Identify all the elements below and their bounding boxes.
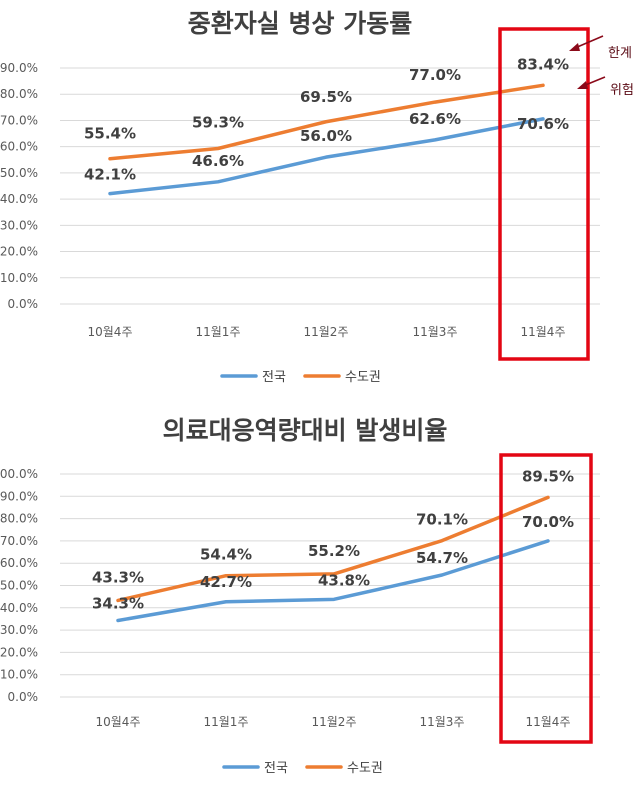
x-tick-label: 11월3주 [413, 325, 458, 339]
data-label: 43.3% [92, 568, 144, 586]
data-label: 43.8% [318, 571, 370, 589]
highlight-box [499, 453, 593, 744]
chart-incidence-ratio: 의료대응역량대비 발생비율 0.0% 10.0% 20.0% 30.0% 40.0% 50… [0, 416, 600, 776]
y-tick-label: 40.0% [0, 192, 38, 206]
data-label: 56.0% [300, 127, 352, 145]
data-label: 34.3% [92, 595, 144, 613]
gridlines [60, 67, 600, 305]
y-tick-label: 30.0% [0, 623, 38, 637]
y-axis-ticks: 0.0% 10.0% 20.0% 30.0% 40.0% 50.0% 60.0% 70.0% 8… [0, 467, 38, 704]
y-tick-label: 50.0% [0, 579, 38, 593]
x-axis-ticks: 10월4주 11월1주 11월2주 11월3주 11월4주 [88, 325, 566, 339]
y-tick-label: 0.0% [8, 690, 39, 704]
data-label: 89.5% [522, 467, 574, 485]
annotation-risk: 위험 [577, 76, 634, 98]
legend-label: 수도권 [347, 761, 383, 776]
arrow-limit [574, 35, 604, 49]
annotation-risk-text: 위험 [610, 83, 634, 98]
data-label: 70.1% [416, 511, 468, 529]
legend: 전국 수도권 [220, 370, 381, 385]
gridlines [60, 473, 600, 698]
data-label: 62.6% [409, 110, 461, 128]
legend-label: 수도권 [345, 370, 381, 385]
chart-title: 의료대응역량대비 발생비율 [163, 416, 448, 445]
y-tick-label: 30.0% [0, 218, 38, 232]
legend: 전국 수도권 [222, 761, 383, 776]
data-label: 55.4% [84, 125, 136, 143]
data-labels: 42.1% 46.6% 56.0% 62.6% 70.6% 55.4% 59.3% 69.5%… [84, 55, 569, 183]
highlight-box [498, 27, 590, 361]
y-tick-label: 90.0% [0, 489, 38, 503]
x-tick-label: 11월2주 [312, 715, 357, 729]
data-label: 70.0% [522, 513, 574, 531]
data-label: 54.4% [200, 546, 252, 564]
x-tick-label: 11월1주 [196, 325, 241, 339]
y-tick-label: 20.0% [0, 245, 38, 259]
data-label: 54.7% [416, 549, 468, 567]
data-label: 77.0% [409, 66, 461, 84]
y-tick-label: 100.0% [0, 467, 38, 481]
series-line-capital [108, 83, 545, 161]
data-label: 69.5% [300, 88, 352, 106]
x-tick-label: 11월1주 [204, 715, 249, 729]
series-line-nationwide [116, 539, 550, 623]
data-label: 42.1% [84, 166, 136, 184]
x-tick-label: 11월4주 [526, 715, 571, 729]
y-tick-label: 70.0% [0, 534, 38, 548]
data-label: 55.2% [308, 542, 360, 560]
x-axis-ticks: 10월4주 11월1주 11월2주 11월3주 11월4주 [96, 715, 571, 729]
arrowhead-limit [569, 43, 580, 51]
data-label: 70.6% [517, 115, 569, 133]
x-tick-label: 11월3주 [420, 715, 465, 729]
data-label: 46.6% [192, 152, 244, 170]
y-tick-label: 20.0% [0, 645, 38, 659]
data-labels: 34.3% 42.7% 43.8% 54.7% 70.0% 43.3% 54.4% 55.2%… [92, 467, 574, 612]
legend-label: 전국 [262, 370, 286, 385]
y-tick-label: 10.0% [0, 271, 38, 285]
data-label: 59.3% [192, 114, 244, 132]
arrowhead-risk [577, 81, 588, 89]
chart-icu-occupancy: 중환자실 병상 가동률 0.0% 10.0% 20.0% 30.0% 40.0% 50.0… [0, 9, 634, 385]
y-tick-label: 40.0% [0, 601, 38, 615]
chart-title: 중환자실 병상 가동률 [188, 9, 412, 38]
y-tick-label: 90.0% [0, 61, 38, 75]
annotation-limit: 한계 [569, 35, 632, 61]
y-tick-label: 80.0% [0, 512, 38, 526]
x-tick-label: 11월2주 [304, 325, 349, 339]
y-tick-label: 0.0% [8, 297, 39, 311]
series-line-capital [116, 495, 550, 603]
series-lines [116, 495, 550, 623]
y-tick-label: 60.0% [0, 140, 38, 154]
annotation-limit-text: 한계 [608, 46, 632, 61]
y-tick-label: 80.0% [0, 87, 38, 101]
y-axis-ticks: 0.0% 10.0% 20.0% 30.0% 40.0% 50.0% 60.0% 70.0% 8… [0, 61, 38, 311]
y-tick-label: 10.0% [0, 668, 38, 682]
x-tick-label: 10월4주 [88, 325, 133, 339]
y-tick-label: 60.0% [0, 556, 38, 570]
y-tick-label: 70.0% [0, 113, 38, 127]
data-label: 42.7% [200, 573, 252, 591]
x-tick-label: 10월4주 [96, 715, 141, 729]
series-line-nationwide [108, 117, 545, 196]
y-tick-label: 50.0% [0, 166, 38, 180]
data-label: 83.4% [517, 55, 569, 73]
x-tick-label: 11월4주 [521, 325, 566, 339]
series-lines [108, 83, 545, 196]
legend-label: 전국 [264, 761, 288, 776]
